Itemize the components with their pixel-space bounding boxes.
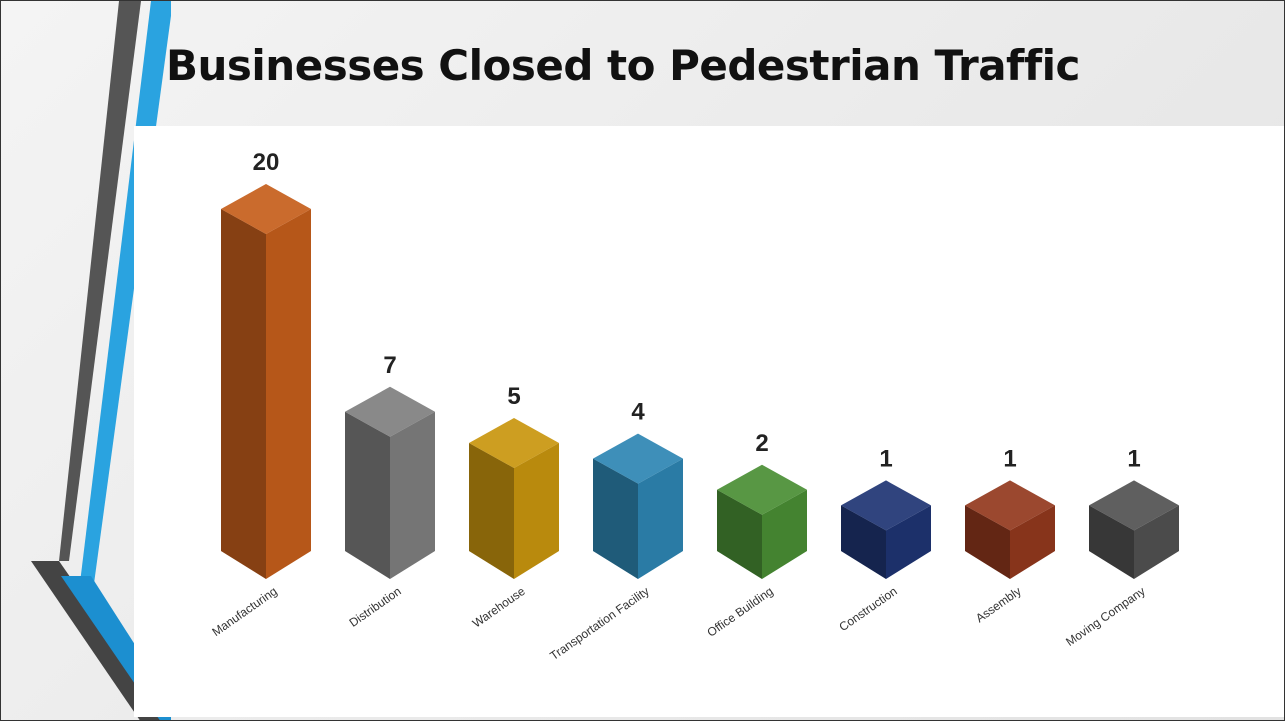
- bar-top-face: [965, 480, 1055, 531]
- bar-right-shade: [390, 411, 435, 579]
- bar-top-shine: [469, 418, 559, 468]
- slide-title: Businesses Closed to Pedestrian Traffic: [166, 41, 1080, 90]
- bar-top-shine: [841, 480, 931, 531]
- bar-top-face: [221, 184, 311, 234]
- bar-top-shine: [1089, 480, 1179, 531]
- bar-top-face: [469, 418, 559, 468]
- data-label: 1: [879, 445, 892, 472]
- bar: [965, 480, 1055, 579]
- bar-left-face: [221, 209, 266, 579]
- bar-left-shade: [593, 458, 638, 579]
- data-label: 7: [383, 352, 396, 379]
- bar-left-face: [469, 443, 514, 579]
- bar-left-shade: [345, 411, 390, 579]
- bar-top-shine: [965, 480, 1055, 531]
- bar-left-shade: [841, 505, 886, 579]
- chart-panel: [134, 126, 1284, 717]
- bar-top-face: [717, 464, 807, 515]
- bar-left-face: [1089, 505, 1134, 579]
- bar-right-face: [1134, 505, 1179, 579]
- x-tick-label: Manufacturing: [209, 584, 279, 639]
- bar: [469, 418, 559, 579]
- x-tick-label: Assembly: [973, 584, 1024, 625]
- bar-left-face: [965, 505, 1010, 579]
- bar-right-face: [638, 458, 683, 579]
- bar-right-shade: [638, 458, 683, 579]
- bar: [345, 386, 435, 579]
- bar-left-shade: [221, 209, 266, 579]
- bar-left-shade: [717, 489, 762, 579]
- bar-right-shade: [886, 505, 931, 579]
- bar-top-face: [593, 433, 683, 484]
- x-tick-label: Office Building: [704, 584, 775, 640]
- bar-top-face: [1089, 480, 1179, 531]
- bar-right-face: [266, 209, 311, 579]
- bar-right-shade: [266, 209, 311, 579]
- bar-right-face: [1010, 505, 1055, 579]
- data-label: 20: [253, 149, 280, 176]
- bar-right-shade: [1134, 505, 1179, 579]
- bar-right-face: [886, 505, 931, 579]
- x-tick-label: Moving Company: [1063, 584, 1148, 649]
- bar-right-face: [514, 443, 559, 579]
- bar-left-face: [345, 411, 390, 579]
- bar-left-face: [841, 505, 886, 579]
- bar-left-shade: [469, 443, 514, 579]
- bar-top-face: [841, 480, 931, 531]
- bar: [717, 464, 807, 579]
- data-label: 1: [1127, 445, 1140, 472]
- bar-left-face: [717, 489, 762, 579]
- data-label: 5: [507, 383, 520, 410]
- data-label: 2: [755, 430, 768, 457]
- bar-right-face: [390, 411, 435, 579]
- bar-left-shade: [965, 505, 1010, 579]
- bar-right-shade: [514, 443, 559, 579]
- bar-top-shine: [593, 433, 683, 484]
- bar-top-face: [345, 386, 435, 437]
- bar: [593, 433, 683, 579]
- x-tick-label: Warehouse: [470, 584, 528, 631]
- bar-right-shade: [762, 489, 807, 579]
- bar: [1089, 480, 1179, 579]
- bar-left-face: [593, 458, 638, 579]
- x-tick-label: Transportation Facility: [547, 584, 651, 663]
- bar-top-shine: [717, 464, 807, 515]
- bar: [221, 184, 311, 579]
- bar-right-shade: [1010, 505, 1055, 579]
- data-label: 1: [1003, 445, 1016, 472]
- bar-right-face: [762, 489, 807, 579]
- data-label: 4: [631, 399, 645, 426]
- x-tick-label: Construction: [837, 584, 900, 634]
- bar-top-shine: [345, 386, 435, 437]
- bar: [841, 480, 931, 579]
- x-tick-label: Distribution: [347, 584, 404, 630]
- bar-left-shade: [1089, 505, 1134, 579]
- bar-top-shine: [221, 184, 311, 234]
